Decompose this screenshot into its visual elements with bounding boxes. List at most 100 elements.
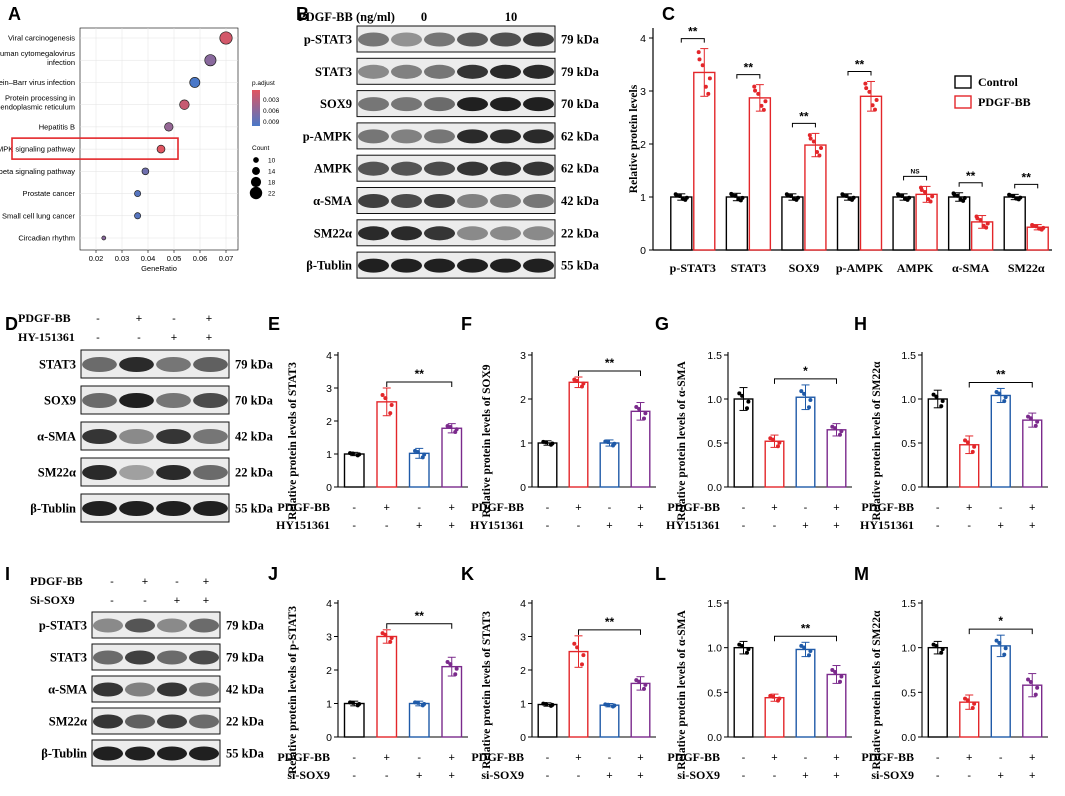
western-band xyxy=(82,428,117,445)
data-point xyxy=(445,660,450,665)
western-band xyxy=(390,258,423,273)
data-point xyxy=(939,650,944,655)
significance-bracket xyxy=(386,623,453,629)
panel-a-dotplot: 0.02 0.03 0.04 0.05 0.06 0.07 GeneRatio Viral c… xyxy=(0,27,280,273)
band-label: STAT3 xyxy=(315,65,352,79)
western-band xyxy=(489,161,522,176)
western-band xyxy=(357,129,390,144)
condition-sign: - xyxy=(577,770,581,782)
condition-sign: - xyxy=(936,502,940,514)
data-point xyxy=(926,197,931,202)
condition-sign: - xyxy=(773,770,777,782)
panel-label-j: J xyxy=(268,564,278,584)
x-tick-label: 0.07 xyxy=(219,254,234,263)
panel-label-l: L xyxy=(655,564,666,584)
data-point xyxy=(550,441,555,446)
y-tick-label: 4 xyxy=(326,350,332,362)
western-band xyxy=(193,500,228,517)
significance-mark: ** xyxy=(966,169,976,183)
western-band xyxy=(156,428,191,445)
panel-f-chart: 0 1 2 3 Relative protein levels of SOX9 ** PDG… xyxy=(470,350,656,532)
significance-bracket xyxy=(578,370,641,376)
band-label: SM22α xyxy=(38,466,76,480)
condition-sign: + xyxy=(203,576,209,588)
condition-label: HY151361 xyxy=(276,518,330,532)
y-tick-label: 1 xyxy=(520,699,526,711)
significance-mark: ** xyxy=(415,609,425,623)
western-band xyxy=(119,392,154,409)
condition-sign: - xyxy=(577,520,581,532)
y-axis-title: Relative protein levels of α-SMA xyxy=(676,361,688,521)
western-band xyxy=(456,193,489,209)
condition-sign: + xyxy=(206,313,212,325)
condition-sign: - xyxy=(967,770,971,782)
blot-strip xyxy=(356,187,556,214)
pathway-label: Prostate cancer xyxy=(22,189,75,198)
legend-label: Control xyxy=(978,75,1018,89)
data-point xyxy=(972,444,977,449)
data-point xyxy=(1002,652,1007,657)
data-point xyxy=(580,384,584,389)
data-point xyxy=(1026,677,1031,682)
data-point xyxy=(903,196,908,201)
data-point xyxy=(819,145,824,150)
western-band xyxy=(119,428,154,445)
bar xyxy=(599,704,620,738)
western-band xyxy=(357,32,390,47)
band-label: β-Tublin xyxy=(41,747,87,761)
condition-label: PDGF-BB xyxy=(30,574,83,588)
y-axis-title: Relative protein levels of STAT3 xyxy=(287,362,299,520)
pathway-label: infection xyxy=(47,58,75,67)
data-point xyxy=(761,107,766,112)
condition-sign: - xyxy=(773,520,777,532)
y-axis-title: Relative protein levels of SM22α xyxy=(871,361,883,520)
y-tick-label: 0 xyxy=(326,482,332,494)
x-tick-label: 0.03 xyxy=(115,254,130,263)
data-point xyxy=(544,440,549,445)
y-tick-label: 1.0 xyxy=(901,394,916,406)
condition-label: HY151361 xyxy=(666,518,720,532)
pathway-label: TGF–beta signaling pathway xyxy=(0,167,75,176)
condition-sign: - xyxy=(999,502,1003,514)
x-category-label: α-SMA xyxy=(952,261,990,275)
y-axis-title: Relative protein levels of SOX9 xyxy=(481,364,493,517)
data-point xyxy=(580,662,584,667)
data-point xyxy=(839,674,844,679)
data-point xyxy=(642,686,646,691)
western-band xyxy=(423,32,456,47)
legend-size-dot xyxy=(252,167,260,175)
pathway-label: Epstein–Barr virus infection xyxy=(0,78,75,87)
data-point xyxy=(673,192,678,197)
band-size-label: 70 kDa xyxy=(235,394,274,408)
panel-l-chart: 0.0 0.5 1.0 1.5 Relative protein levels of α… xyxy=(667,598,852,782)
western-band xyxy=(156,650,188,665)
condition-label: si-SOX9 xyxy=(871,768,914,782)
y-tick-label: 1.5 xyxy=(707,598,722,610)
significance-mark: ** xyxy=(801,621,811,635)
data-point xyxy=(907,195,912,200)
condition-sign: - xyxy=(608,502,612,514)
band-label: SOX9 xyxy=(44,394,76,408)
bar xyxy=(804,144,827,251)
data-point xyxy=(1034,224,1039,229)
y-tick-label: 1 xyxy=(520,438,526,450)
condition-sign: + xyxy=(998,520,1004,532)
data-point xyxy=(1033,423,1038,428)
condition-sign: + xyxy=(449,502,455,514)
condition-sign: - xyxy=(352,502,356,514)
condition-sign: + xyxy=(637,752,643,764)
bar xyxy=(795,648,816,738)
y-tick-label: 1.0 xyxy=(707,643,722,655)
band-size-label: 42 kDa xyxy=(561,194,600,208)
data-point xyxy=(958,197,963,202)
data-point xyxy=(840,192,845,197)
western-band xyxy=(522,32,555,47)
pathway-label: Human cytomegalovirus xyxy=(0,49,75,58)
legend-label: PDGF-BB xyxy=(978,95,1031,109)
data-point xyxy=(550,702,555,707)
y-tick-label: 1 xyxy=(640,192,646,204)
data-point xyxy=(951,191,956,196)
dose-high: 10 xyxy=(505,10,518,24)
data-point xyxy=(899,194,904,199)
